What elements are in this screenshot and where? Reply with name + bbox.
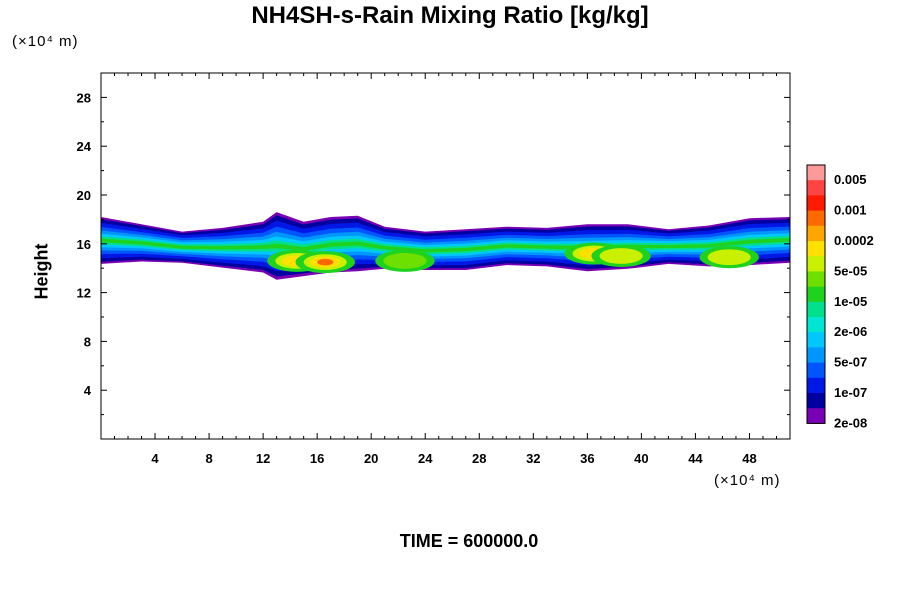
x-tick-label: 32	[526, 451, 540, 466]
y-tick-label: 20	[77, 188, 91, 203]
colorbar-swatch	[807, 286, 825, 303]
colorbar-swatch	[807, 210, 825, 227]
colorbar-swatch	[807, 393, 825, 409]
x-tick-label: 4	[151, 451, 159, 466]
x-tick-label: 36	[580, 451, 594, 466]
colorbar-label: 2e-08	[834, 415, 867, 430]
y-tick-label: 12	[77, 286, 91, 301]
x-tick-label: 44	[688, 451, 703, 466]
x-tick-label: 48	[742, 451, 756, 466]
colorbar-label: 1e-07	[834, 385, 867, 400]
plot-frame	[100, 72, 791, 440]
colorbar-swatch	[807, 195, 825, 211]
colorbar-swatch	[807, 317, 825, 333]
x-tick-label: 20	[364, 451, 378, 466]
x-tick-label: 8	[205, 451, 212, 466]
y-axis-unit: (×10⁴ m)	[12, 33, 79, 50]
y-tick-label: 28	[77, 90, 91, 105]
colorbar-swatch	[807, 332, 825, 348]
colorbar-swatch	[807, 301, 825, 318]
colorbar-swatch	[807, 241, 825, 257]
core-2-ring-4	[317, 258, 334, 266]
colorbar-label: 2e-06	[834, 324, 867, 339]
colorbar-swatch	[807, 362, 825, 379]
chart-title: NH4SH-s-Rain Mixing Ratio [kg/kg]	[251, 2, 649, 29]
y-tick-label: 24	[77, 139, 92, 154]
colorbar-frame	[806, 164, 826, 424]
colorbar-label: 5e-05	[834, 263, 867, 278]
colorbar-label: 5e-07	[834, 355, 867, 370]
colorbar-swatch	[807, 225, 825, 242]
y-tick-label: 16	[77, 237, 91, 252]
x-tick-label: 28	[472, 451, 486, 466]
colorbar-swatch	[807, 408, 825, 424]
colorbar-label: 1e-05	[834, 294, 867, 309]
colorbar-swatch	[807, 271, 825, 287]
time-label: TIME = 600000.0	[399, 531, 539, 551]
colorbar-label: 0.005	[834, 172, 867, 187]
colorbar-swatch	[807, 256, 825, 272]
x-tick-label: 24	[418, 451, 433, 466]
x-axis-unit: (×10⁴ m)	[714, 472, 781, 489]
x-tick-label: 12	[256, 451, 270, 466]
core-5-ring-4	[613, 252, 630, 260]
y-tick-label: 4	[84, 383, 92, 398]
core-6-ring-4	[721, 253, 738, 261]
y-tick-label: 8	[84, 334, 91, 349]
x-tick-label: 16	[310, 451, 324, 466]
colorbar-swatch	[807, 180, 825, 196]
contour-band-8	[101, 238, 790, 253]
core-3-ring-4	[396, 257, 414, 265]
colorbar-swatch	[807, 377, 825, 394]
x-tick-label: 40	[634, 451, 648, 466]
colorbar-swatch	[807, 165, 825, 181]
colorbar-label: 0.0002	[834, 233, 874, 248]
colorbar-swatch	[807, 347, 825, 363]
colorbar-label: 0.001	[834, 203, 867, 218]
